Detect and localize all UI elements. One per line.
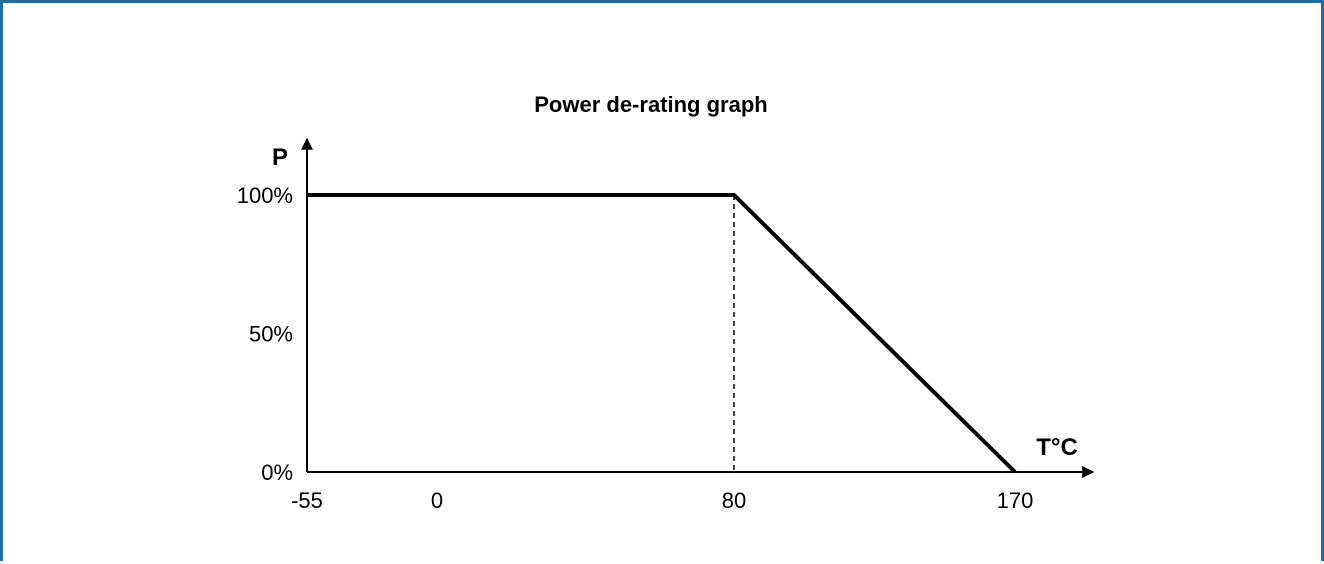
x-tick-label-0: -55 [291, 488, 323, 513]
x-tick-label-2: 80 [722, 488, 746, 513]
power-derating-chart: Power de-rating graph P T°C -55 0 80 170 0% 5… [3, 3, 1324, 564]
y-tick-label-0: 0% [261, 460, 293, 485]
y-axis-label: P [272, 144, 288, 171]
x-axis-label: T°C [1036, 434, 1078, 461]
x-tick-label-1: 0 [431, 488, 443, 513]
series-line-0 [307, 195, 1015, 472]
y-tick-label-2: 100% [237, 183, 293, 208]
x-tick-label-3: 170 [997, 488, 1034, 513]
chart-title: Power de-rating graph [534, 92, 767, 117]
y-tick-label-1: 50% [249, 322, 293, 347]
